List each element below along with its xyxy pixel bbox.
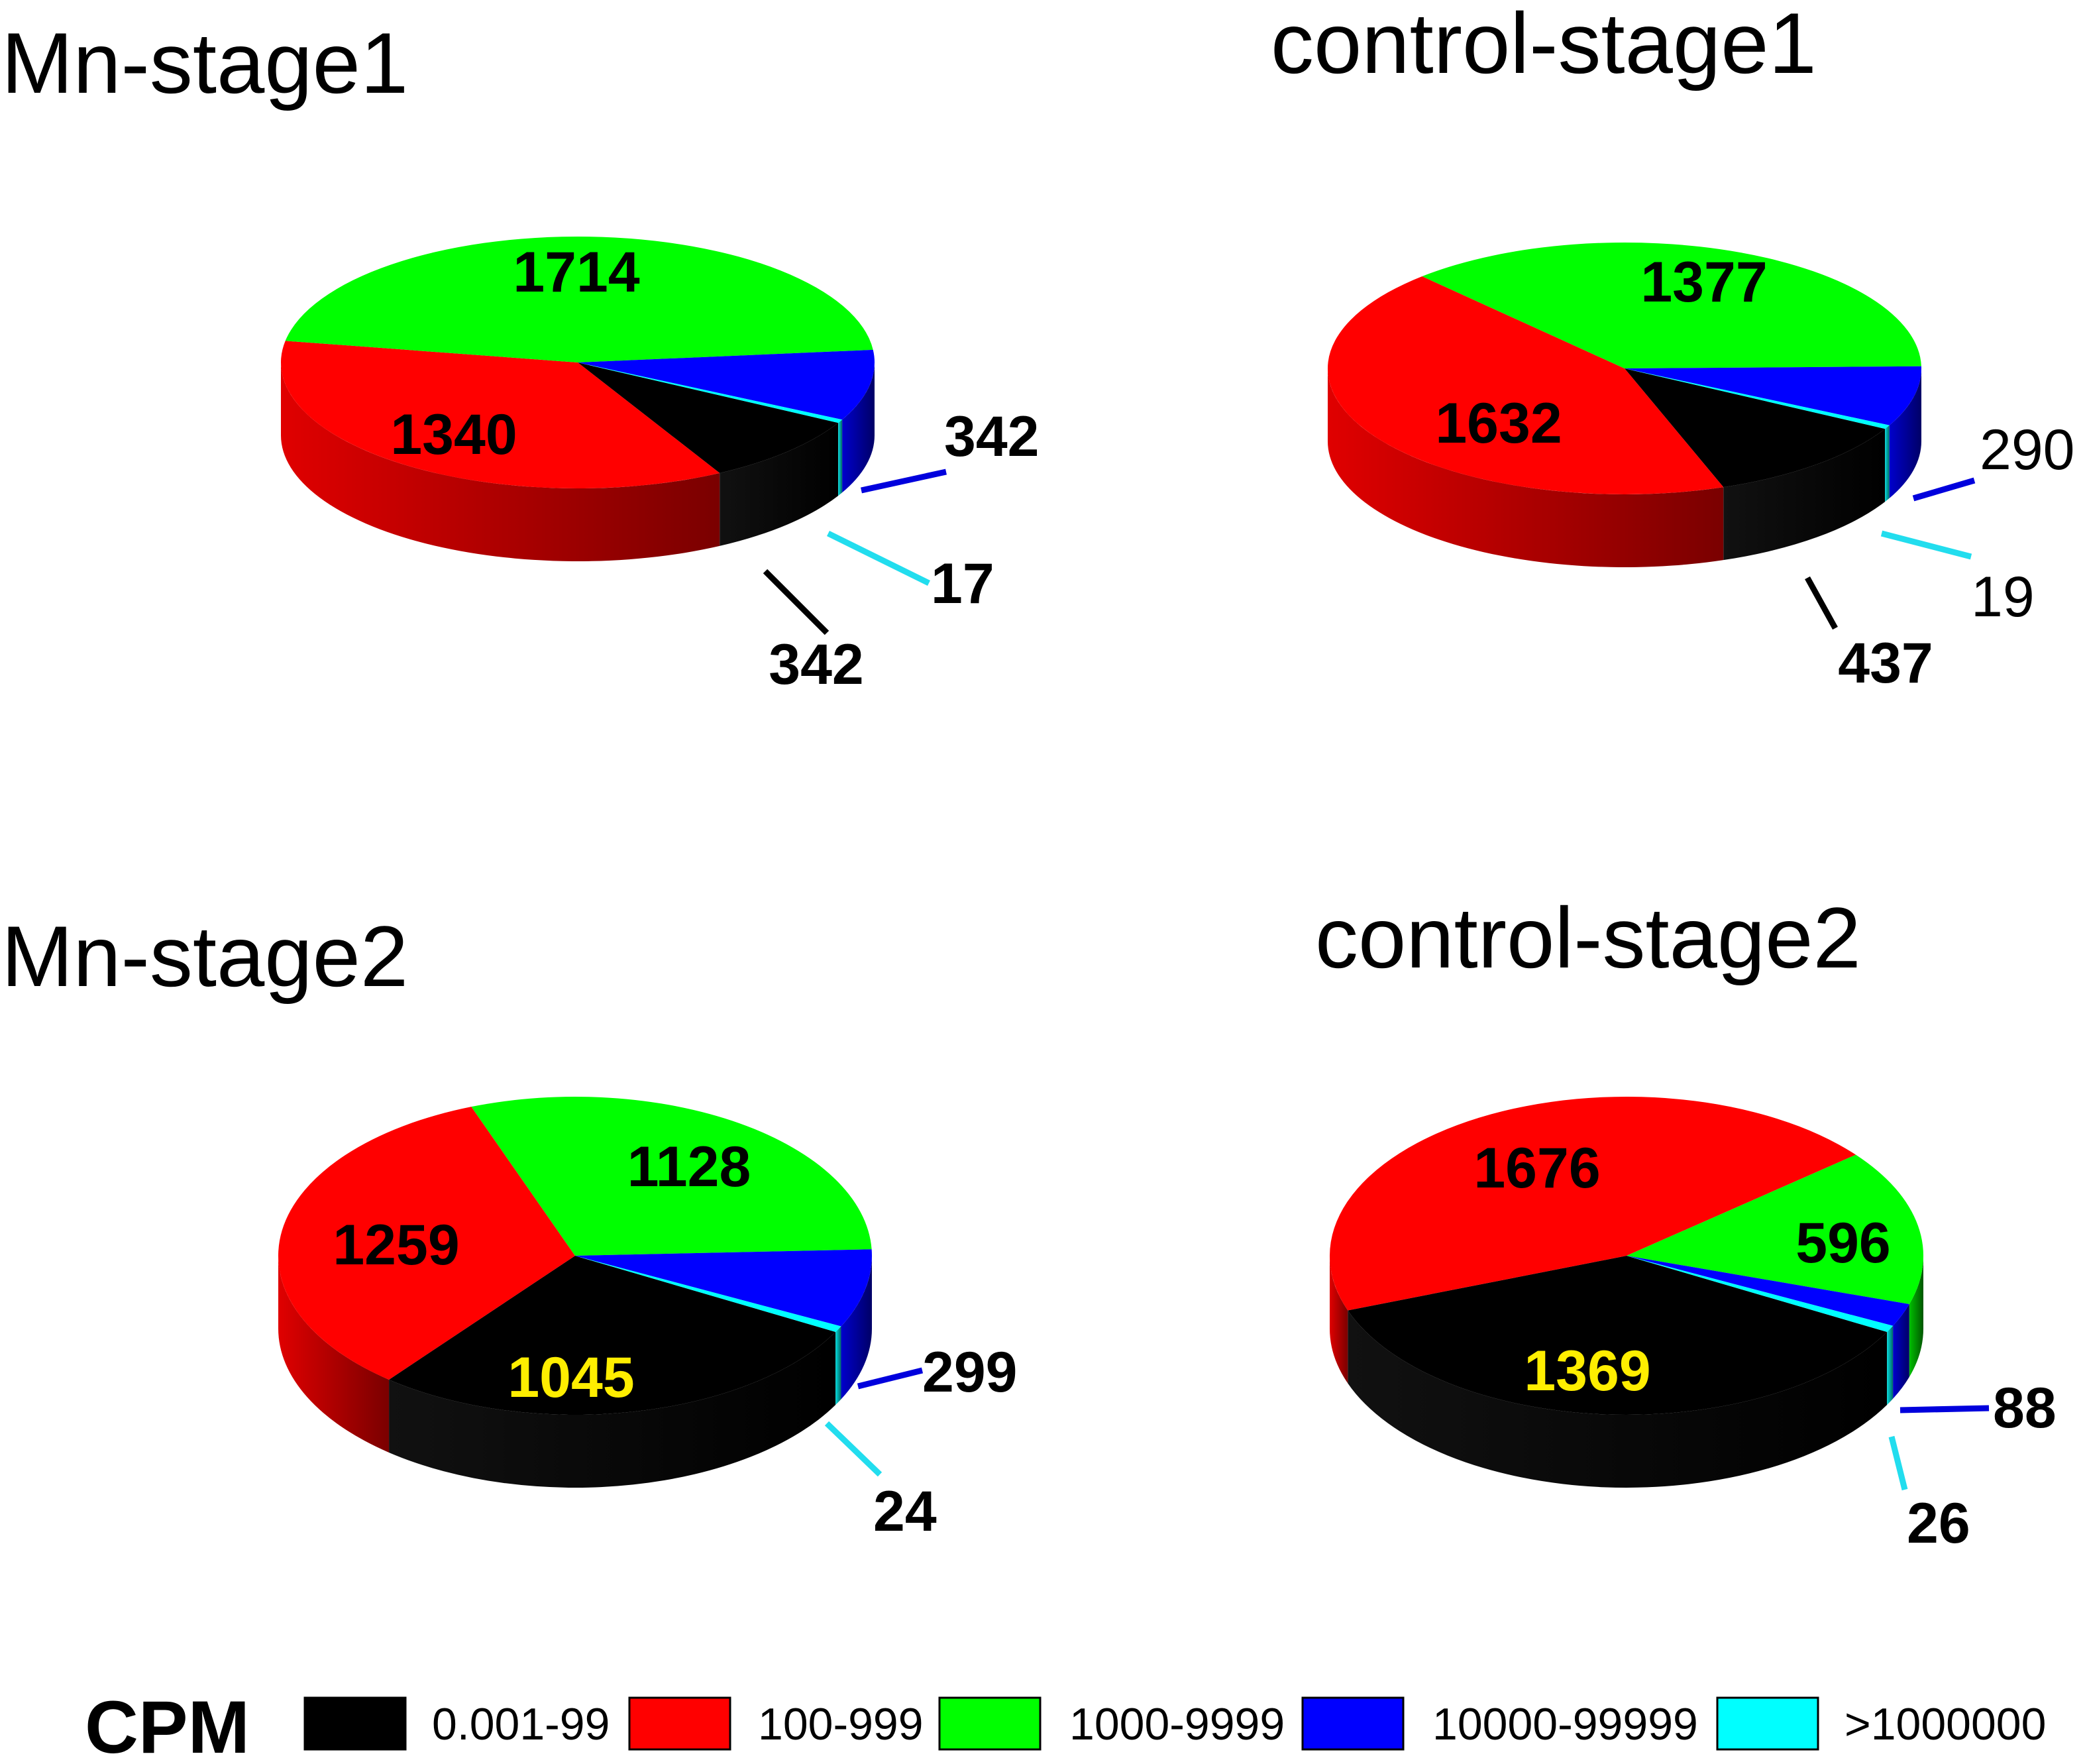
pie-slice-mn-stage1-0-001-99 (578, 362, 839, 473)
pie-slice-mn-stage2-1000-9999 (471, 1097, 872, 1256)
pie-sides-mn-stage2 (278, 1256, 872, 1488)
callout-label-control-stage1-0: 437 (1838, 632, 1933, 695)
legend-swatch-4 (1716, 1696, 1819, 1751)
pie-control-stage1: 1632 1377 437 290 19 (1327, 243, 2075, 695)
callout-line-mn-stage1-4 (827, 530, 930, 586)
pie-slice-control-stage1--1000000 (1625, 368, 1890, 429)
pie-slice-control-stage2-10000-99999 (1627, 1256, 1909, 1326)
pie-side-control-stage2-0-0 (1348, 1310, 1888, 1488)
pie-slice-mn-stage2--1000000 (575, 1256, 841, 1333)
slice-label-control-stage2-1: 1676 (1473, 1136, 1600, 1200)
pie-side-control-stage1-0-0 (1723, 429, 1886, 561)
callout-line-mn-stage1-0 (763, 569, 829, 635)
pie-slice-control-stage1-1000-9999 (1422, 243, 1921, 368)
pie-slice-mn-stage2-0-001-99 (389, 1256, 836, 1415)
pie-sides-mn-stage1 (281, 362, 875, 561)
pie-slice-mn-stage2-10000-99999 (575, 1249, 872, 1327)
pie-slice-control-stage2-1000-9999 (1627, 1154, 1924, 1305)
pie-mn-stage2: 1045 1259 1128 299 24 (278, 1097, 1018, 1543)
slice-label-control-stage2-0: 1369 (1524, 1339, 1650, 1403)
pie-slice-control-stage1-0-001-99 (1625, 368, 1886, 488)
callout-line-control-stage2-3 (1900, 1405, 1990, 1413)
pie-slice-mn-stage1-1000-9999 (285, 237, 873, 362)
legend-label-4: >1000000 (1845, 1699, 2046, 1749)
callout-label-mn-stage1-4: 17 (931, 552, 994, 616)
pie-side-mn-stage1-3-1 (842, 362, 875, 493)
panel-title-mn-stage1: Mn-stage1 (1, 15, 408, 111)
slice-label-mn-stage2-2: 1128 (627, 1135, 751, 1199)
pie-side-control-stage1-1-0 (1328, 368, 1724, 567)
pie-slice-mn-stage1-10000-99999 (578, 349, 875, 420)
pie-control-stage2: 1369 1676 596 88 26 (1329, 1096, 2057, 1555)
pie-side-mn-stage2-4-0 (835, 1326, 841, 1406)
legend-label-0: 0.001-99 (432, 1699, 610, 1749)
pie-slice-mn-stage2-100-999 (278, 1107, 575, 1380)
pie-slice-control-stage1-100-999 (1327, 276, 1724, 495)
pie-side-mn-stage2-0-0 (389, 1332, 836, 1488)
callout-line-control-stage2-4 (1888, 1435, 1908, 1491)
legend-title: CPM (85, 1686, 250, 1764)
slice-label-mn-stage2-1: 1259 (333, 1213, 459, 1277)
pie-side-mn-stage2-3-1 (841, 1256, 872, 1400)
panel-title-control-stage2: control-stage2 (1315, 889, 1861, 986)
legend-label-1: 100-999 (758, 1699, 924, 1749)
pie-side-control-stage2-2-1 (1909, 1256, 1923, 1378)
pie-sides-control-stage1 (1328, 368, 1922, 567)
callout-label-control-stage2-3: 88 (1993, 1376, 2057, 1440)
callout-line-control-stage1-4 (1880, 530, 1972, 560)
callout-label-mn-stage1-3: 342 (944, 405, 1040, 469)
legend-swatch-2 (938, 1696, 1042, 1751)
pie-side-mn-stage1-1-0 (281, 362, 720, 561)
pie-slice-mn-stage1-100-999 (280, 341, 720, 488)
pie-sides-control-stage2 (1330, 1256, 1923, 1488)
callout-line-mn-stage1-3 (861, 469, 947, 494)
callout-label-control-stage1-4: 19 (1971, 565, 2035, 629)
callout-line-mn-stage2-3 (857, 1367, 924, 1390)
slice-label-control-stage2-2: 596 (1795, 1211, 1891, 1275)
legend-swatch-0 (303, 1696, 407, 1751)
slice-label-mn-stage1-2: 1714 (513, 241, 639, 304)
slice-label-mn-stage2-0: 1045 (508, 1346, 634, 1409)
slice-label-mn-stage1-1: 1340 (390, 403, 517, 467)
pie-side-mn-stage1-0-0 (720, 423, 839, 546)
legend-swatch-1 (628, 1696, 731, 1751)
legend-label-3: 10000-99999 (1432, 1699, 1698, 1749)
slice-label-control-stage1-1: 1632 (1435, 392, 1562, 455)
callout-label-control-stage1-3: 290 (1980, 418, 2075, 482)
callout-line-mn-stage2-4 (824, 1421, 883, 1477)
callout-label-mn-stage2-4: 24 (873, 1480, 937, 1543)
callout-line-control-stage1-0 (1805, 576, 1838, 630)
pie-side-mn-stage1-4-0 (838, 419, 843, 496)
legend-swatch-3 (1301, 1696, 1405, 1751)
callout-line-control-stage1-3 (1912, 477, 1976, 502)
legend: CPM 0.001-99 100-999 1000-9999 10000-999… (85, 1686, 2046, 1764)
callout-label-control-stage2-4: 26 (1907, 1492, 1970, 1555)
legend-label-2: 1000-9999 (1069, 1699, 1285, 1749)
slice-label-control-stage1-2: 1377 (1640, 250, 1767, 314)
pie-side-control-stage1-3-1 (1889, 368, 1922, 498)
pie-slice-mn-stage1--1000000 (578, 362, 843, 423)
pie-side-mn-stage2-1-0 (278, 1256, 390, 1453)
panel-title-mn-stage2: Mn-stage2 (1, 908, 408, 1005)
pie-slice-control-stage2--1000000 (1627, 1256, 1894, 1333)
pie-slice-control-stage1-10000-99999 (1625, 366, 1921, 425)
pie-slice-control-stage2-100-999 (1329, 1096, 1856, 1311)
callout-label-mn-stage2-3: 299 (922, 1341, 1018, 1404)
panel-title-control-stage1: control-stage1 (1271, 0, 1817, 91)
pie-side-control-stage2-1-0 (1330, 1256, 1348, 1384)
pie-side-control-stage2-4-0 (1887, 1325, 1894, 1406)
pie-mn-stage1: 1340 1714 342 342 17 (280, 237, 1040, 696)
pie-slice-control-stage2-0-001-99 (1348, 1256, 1888, 1415)
callout-label-mn-stage1-0: 342 (769, 633, 864, 696)
pie-side-control-stage1-4-0 (1885, 425, 1890, 502)
pie-side-control-stage2-3-0 (1893, 1304, 1909, 1399)
